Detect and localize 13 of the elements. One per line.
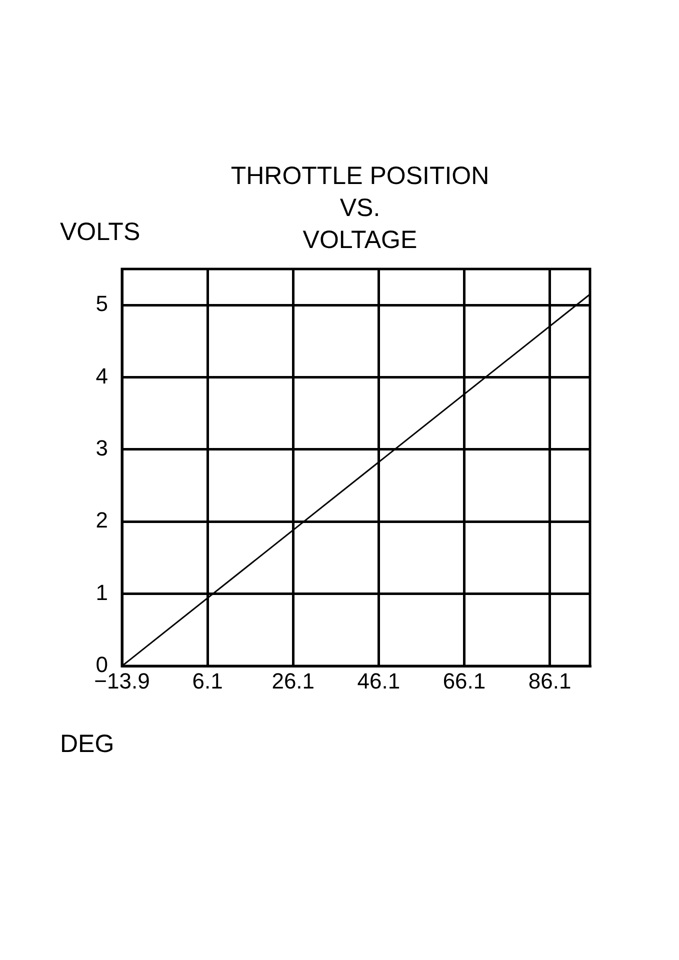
x-tick-label: 26.1 [272,668,315,694]
x-tick-label: 86.1 [528,668,572,694]
x-tick-label: 46.1 [357,668,400,694]
y-tick-label: 3 [96,436,108,461]
x-tick-label: 6.1 [192,668,223,694]
y-tick-label: 1 [96,580,108,605]
y-axis-title: VOLTS [60,218,140,247]
y-tick-label: 4 [96,363,108,388]
x-axis-title: DEG [60,730,114,759]
y-tick-label: 5 [96,291,108,316]
x-tick-label: 66.1 [442,668,486,694]
chart-title: THROTTLE POSITION VS. VOLTAGE [230,161,490,256]
y-tick-label: 2 [96,508,108,533]
